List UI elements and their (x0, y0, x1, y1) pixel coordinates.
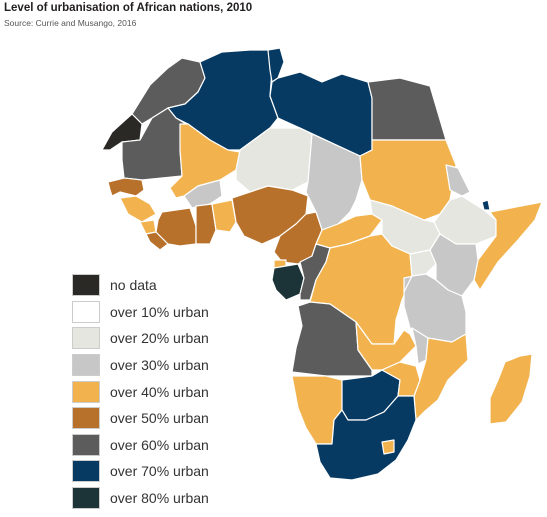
legend-swatch (72, 407, 100, 430)
region-madagascar (489, 353, 533, 425)
region-malawi (411, 327, 429, 365)
region-burkina-faso (183, 179, 223, 209)
region-cote-divoire (155, 207, 197, 247)
region-senegal (107, 177, 145, 197)
region-uganda (409, 249, 437, 277)
region-algeria (167, 49, 279, 151)
legend-item: no data (72, 272, 209, 299)
legend-label: over 10% urban (110, 303, 209, 320)
legend-item: over 40% urban (72, 378, 209, 405)
region-djibouti (481, 199, 491, 211)
map-source: Source: Currie and Musango, 2016 (4, 18, 137, 28)
legend-item: over 20% urban (72, 325, 209, 352)
legend-swatch (72, 487, 100, 510)
legend-label: over 20% urban (110, 330, 209, 347)
legend-label: over 70% urban (110, 463, 209, 480)
region-drc (309, 233, 413, 345)
legend-swatch (72, 380, 100, 403)
legend-swatch (72, 433, 100, 456)
legend-swatch (72, 327, 100, 350)
region-togo-benin (211, 199, 237, 233)
region-guinea (119, 195, 157, 223)
region-lesotho (381, 439, 395, 455)
region-western-sahara (101, 113, 143, 151)
region-egypt (367, 77, 447, 141)
legend-swatch (72, 354, 100, 377)
region-mozambique (413, 333, 469, 421)
legend-label: over 60% urban (110, 436, 209, 453)
region-ghana (195, 203, 217, 245)
legend-label: over 40% urban (110, 383, 209, 400)
legend-item: over 10% urban (72, 299, 209, 326)
legend-item: over 30% urban (72, 352, 209, 379)
legend-swatch (72, 300, 100, 323)
legend-swatch (72, 274, 100, 297)
legend-item: over 50% urban (72, 405, 209, 432)
legend-label: over 80% urban (110, 490, 209, 507)
map-legend: no data over 10% urban over 20% urban over … (72, 272, 209, 511)
legend-item: over 80% urban (72, 485, 209, 512)
region-south-africa (315, 395, 417, 481)
legend-item: over 60% urban (72, 432, 209, 459)
legend-label: over 50% urban (110, 410, 209, 427)
region-liberia (145, 231, 169, 251)
region-angola (291, 301, 373, 377)
legend-swatch (72, 460, 100, 483)
legend-item: over 70% urban (72, 458, 209, 485)
region-gabon (271, 263, 305, 301)
region-somalia (473, 201, 543, 291)
region-eritrea (445, 164, 471, 197)
legend-label: no data (110, 277, 157, 294)
region-kenya (429, 233, 479, 297)
legend-label: over 30% urban (110, 357, 209, 374)
map-title: Level of urbanisation of African nations… (4, 2, 253, 14)
